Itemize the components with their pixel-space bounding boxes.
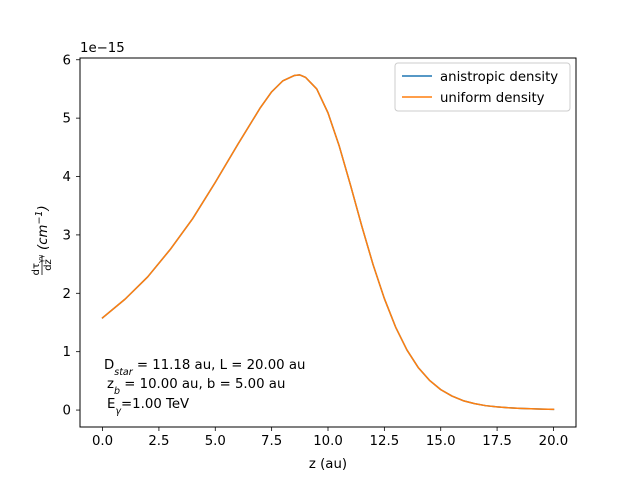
x-tick-label: 7.5 [261,434,282,449]
legend-label-uniform: uniform density [440,91,545,106]
legend-label-anistropic: anistropic density [440,70,558,85]
x-tick-label: 2.5 [148,434,169,449]
annotation-line-2: zb = 10.00 au, b = 5.00 au [107,377,285,397]
x-tick-label: 0.0 [92,434,113,449]
x-tick-label: 5.0 [205,434,226,449]
y-tick-label: 5 [63,112,71,127]
y-tick-label: 3 [63,228,71,243]
x-tick-label: 10.0 [313,434,343,449]
y-offset-text: 1e−15 [80,41,125,56]
annotation-line-1: Dstar = 11.18 au, L = 20.00 au [104,358,305,378]
y-axis-label-num: dτγγ [31,255,45,276]
x-tick-label: 17.5 [482,434,512,449]
y-tick-label: 2 [63,287,71,302]
y-tick-label: 6 [63,53,71,68]
y-axis-label: dτγγ dz (cm−1) [31,205,54,275]
y-tick-label: 4 [63,170,71,185]
x-axis-ticks: 0.0 2.5 5.0 7.5 10.0 12.5 15.0 17.5 20.0 [92,427,568,449]
y-axis-label-den: dz [43,259,54,271]
legend: anistropic density uniform density [394,62,571,112]
x-tick-label: 15.0 [426,434,456,449]
y-tick-label: 1 [63,345,71,360]
legend-frame [394,62,571,112]
y-tick-label: 0 [63,404,71,419]
x-tick-label: 20.0 [539,434,569,449]
y-axis-ticks: 0 1 2 3 4 5 6 [63,53,80,419]
y-axis-label-unit: (cm−1) [34,205,52,250]
x-axis-label: z (au) [309,457,347,472]
series-line-uniform [101,74,555,411]
axes-background [80,58,576,427]
series-layer [101,74,555,411]
parameter-annotation: Dstar = 11.18 au, L = 20.00 au zb = 10.0… [104,358,305,417]
x-tick-label: 12.5 [370,434,400,449]
annotation-line-3: Eγ=1.00 TeV [107,397,189,417]
